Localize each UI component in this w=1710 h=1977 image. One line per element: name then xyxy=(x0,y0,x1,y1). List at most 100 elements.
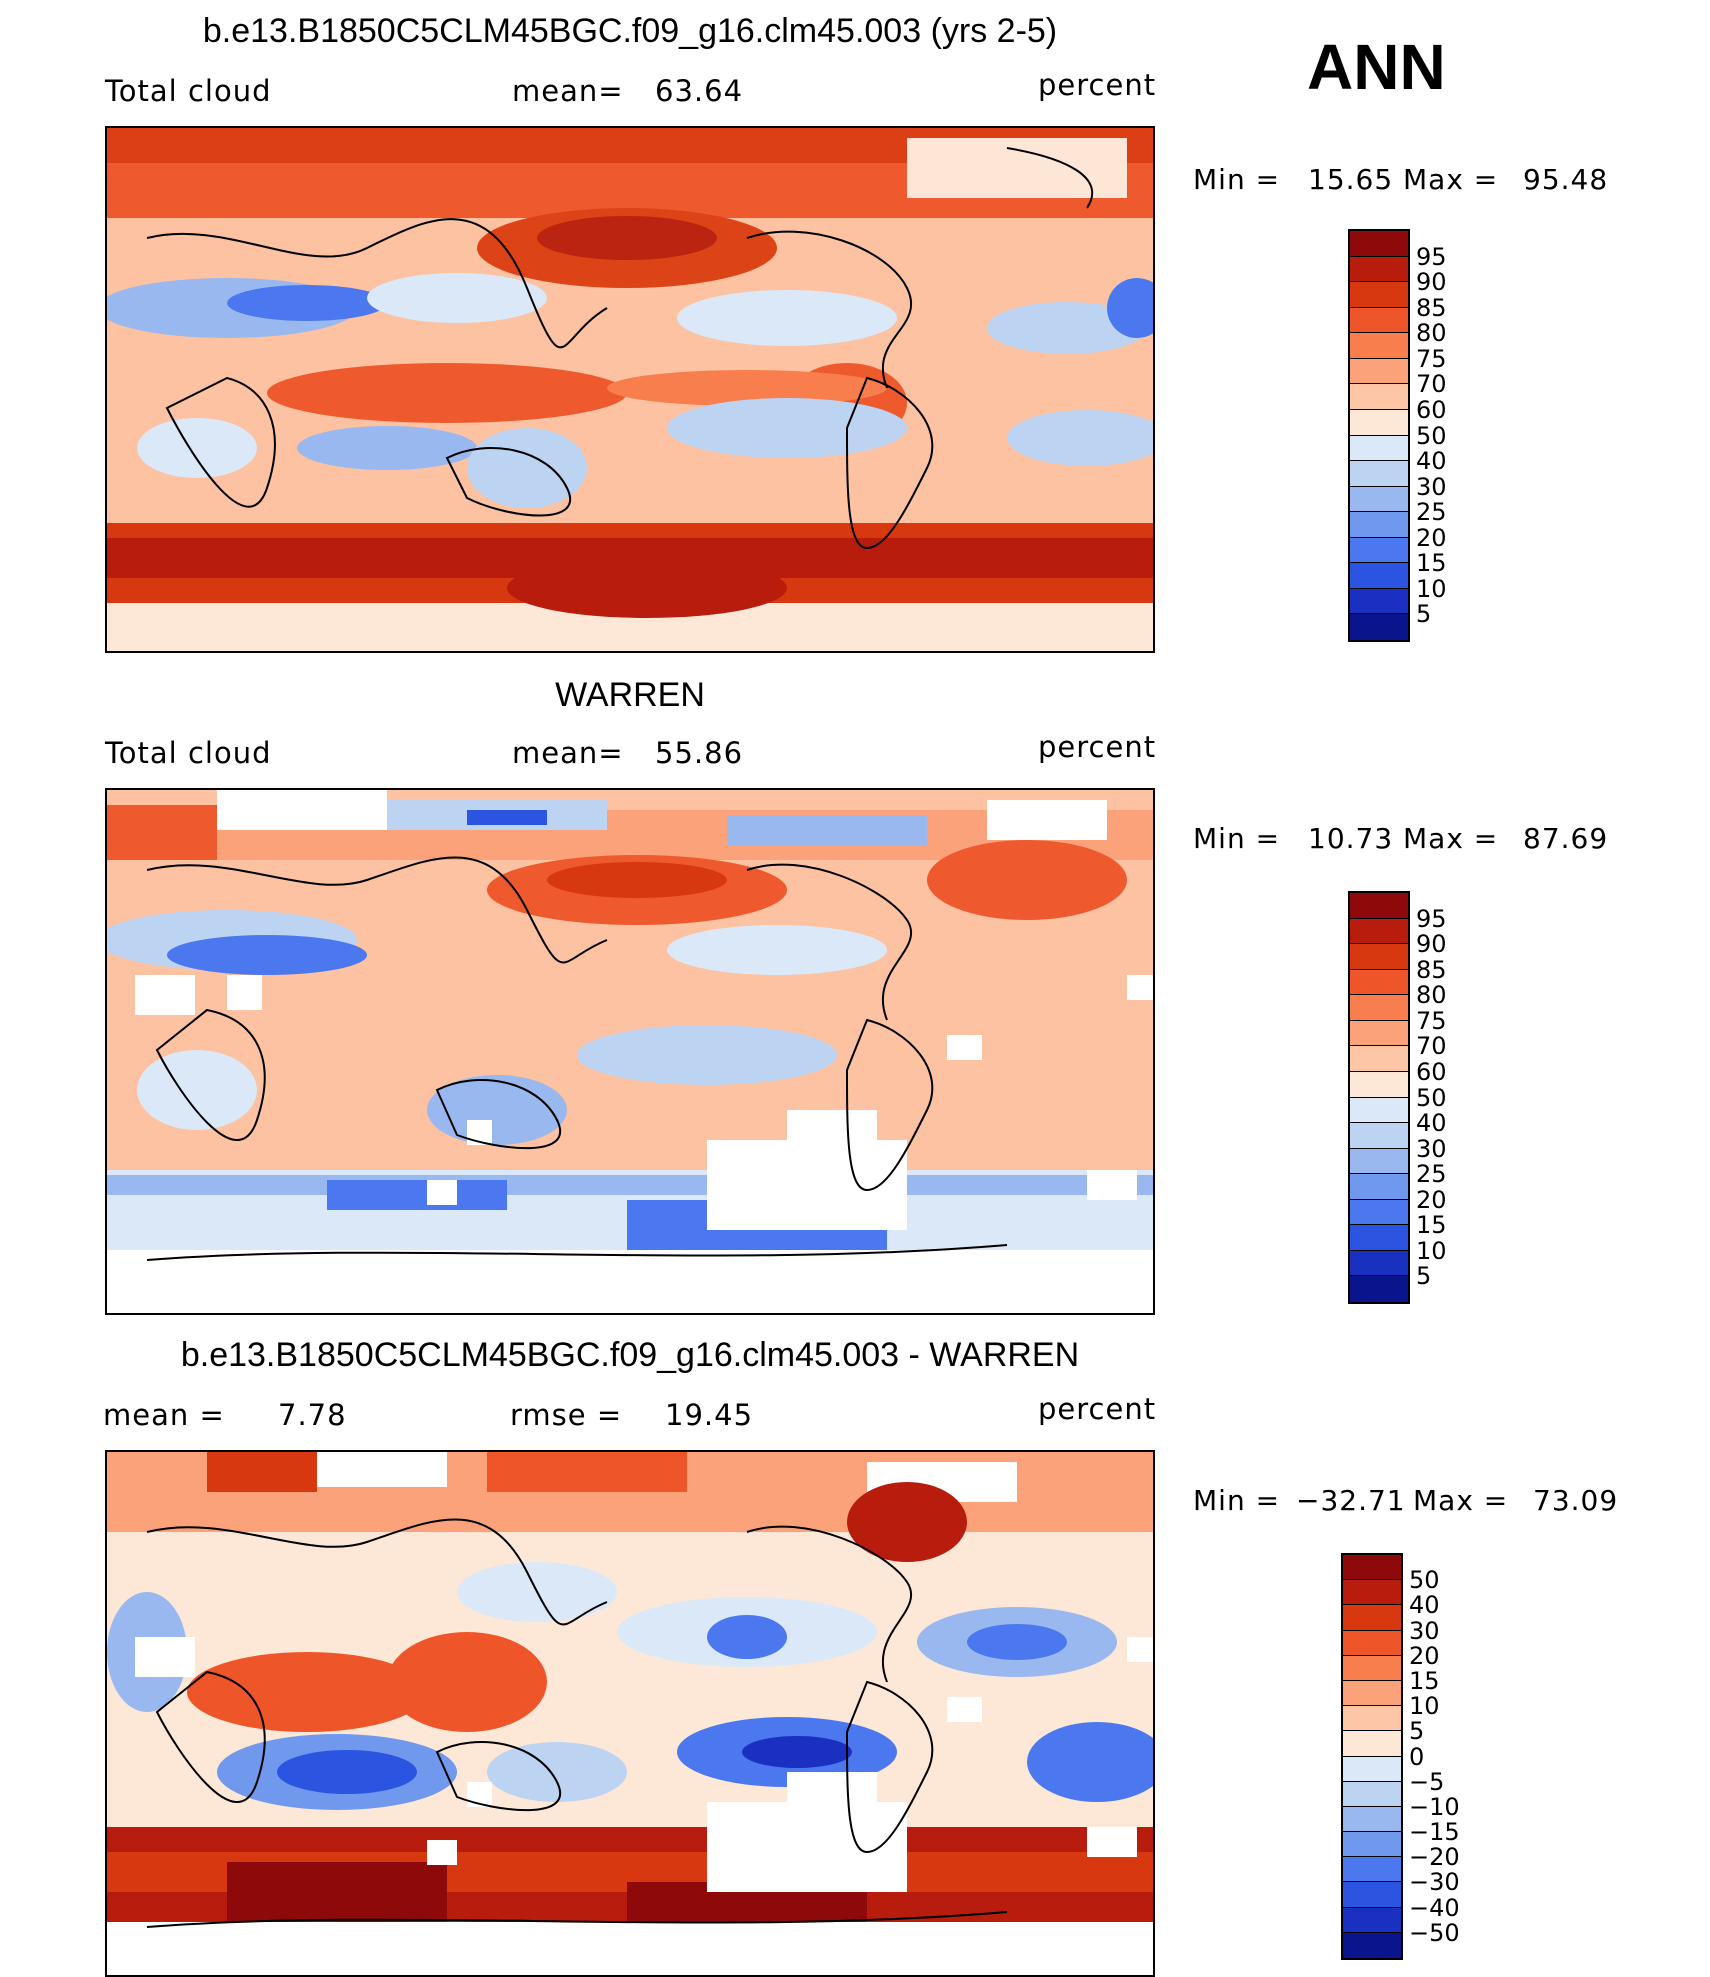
panel-1-colorbar xyxy=(1348,229,1410,642)
colorbar-swatch xyxy=(1343,1907,1401,1933)
colorbar-tick-label: 70 xyxy=(1416,370,1447,399)
colorbar-swatch xyxy=(1343,1605,1401,1631)
colorbar-tick-label: 40 xyxy=(1416,1109,1447,1138)
colorbar-tick-label: 20 xyxy=(1416,523,1447,552)
colorbar-swatch xyxy=(1343,1731,1401,1757)
panel-2-mean-value: 55.86 xyxy=(655,736,744,770)
colorbar-swatch xyxy=(1350,537,1408,564)
panel-1-min-value: 15.65 xyxy=(1308,163,1394,196)
colorbar-swatch xyxy=(1350,358,1408,385)
colorbar-tick-label: 50 xyxy=(1416,421,1447,450)
colorbar-tick-label: 70 xyxy=(1416,1032,1447,1061)
panel-3-title: b.e13.B1850C5CLM45BGC.f09_g16.clm45.003 … xyxy=(180,1336,1080,1374)
panel-1-min-label: Min = xyxy=(1193,163,1281,196)
colorbar-tick-label: 95 xyxy=(1416,242,1447,271)
panel-2-title: WARREN xyxy=(555,676,705,714)
colorbar-tick-label: 10 xyxy=(1416,1236,1447,1265)
colorbar-tick-label: −50 xyxy=(1409,1918,1460,1947)
panel-1-variable-label: Total cloud xyxy=(105,74,272,108)
colorbar-swatch xyxy=(1350,409,1408,436)
colorbar-tick-label: 50 xyxy=(1416,1083,1447,1112)
colorbar-swatch xyxy=(1350,944,1408,970)
colorbar-swatch xyxy=(1350,995,1408,1021)
panel-3-map xyxy=(105,1450,1155,1977)
colorbar-tick-label: 75 xyxy=(1416,344,1447,373)
panel-3-max-value: 73.09 xyxy=(1533,1484,1619,1517)
colorbar-swatch xyxy=(1350,307,1408,334)
colorbar-swatch xyxy=(1350,918,1408,945)
colorbar-tick-label: 25 xyxy=(1416,1160,1447,1189)
panel-1-max-value: 95.48 xyxy=(1523,163,1609,196)
colorbar-swatch xyxy=(1343,1555,1401,1581)
colorbar-tick-label: 80 xyxy=(1416,319,1447,348)
colorbar-swatch xyxy=(1350,1276,1408,1302)
colorbar-swatch xyxy=(1350,1097,1408,1124)
colorbar-tick-label: 10 xyxy=(1409,1692,1440,1721)
colorbar-swatch xyxy=(1343,1932,1401,1958)
colorbar-swatch xyxy=(1350,1123,1408,1149)
colorbar-tick-label: 85 xyxy=(1416,955,1447,984)
colorbar-swatch xyxy=(1343,1832,1401,1858)
colorbar-tick-label: 30 xyxy=(1416,472,1447,501)
colorbar-tick-label: 25 xyxy=(1416,498,1447,527)
colorbar-tick-label: 0 xyxy=(1409,1742,1425,1771)
colorbar-swatch xyxy=(1343,1882,1401,1908)
colorbar-swatch xyxy=(1350,893,1408,919)
colorbar-tick-label: 90 xyxy=(1416,930,1447,959)
colorbar-swatch xyxy=(1343,1630,1401,1656)
colorbar-swatch xyxy=(1350,1174,1408,1200)
colorbar-swatch xyxy=(1343,1781,1401,1807)
colorbar-tick-label: 5 xyxy=(1409,1717,1425,1746)
colorbar-swatch xyxy=(1350,384,1408,410)
colorbar-swatch xyxy=(1350,512,1408,538)
colorbar-tick-label: 10 xyxy=(1416,574,1447,603)
colorbar-tick-label: −40 xyxy=(1409,1893,1460,1922)
colorbar-tick-label: 80 xyxy=(1416,981,1447,1010)
colorbar-swatch xyxy=(1343,1580,1401,1606)
colorbar-swatch xyxy=(1343,1756,1401,1782)
panel-2-map xyxy=(105,788,1155,1315)
colorbar-swatch xyxy=(1350,614,1408,640)
colorbar-tick-label: 60 xyxy=(1416,395,1447,424)
panel-2-max-label: Max = xyxy=(1403,822,1499,855)
colorbar-swatch xyxy=(1350,435,1408,462)
panel-3-rmse-label: rmse = xyxy=(510,1398,623,1432)
colorbar-swatch xyxy=(1343,1806,1401,1833)
colorbar-tick-label: 30 xyxy=(1416,1134,1447,1163)
panel-1-units: percent xyxy=(1038,68,1157,102)
panel-1-title: b.e13.B1850C5CLM45BGC.f09_g16.clm45.003 … xyxy=(202,12,1058,50)
colorbar-tick-label: 30 xyxy=(1409,1616,1440,1645)
colorbar-tick-label: 15 xyxy=(1409,1666,1440,1695)
panel-3-mean-value: 7.78 xyxy=(278,1398,347,1432)
colorbar-swatch xyxy=(1350,333,1408,359)
season-label: ANN xyxy=(1307,31,1446,103)
colorbar-swatch xyxy=(1350,588,1408,615)
colorbar-tick-label: −10 xyxy=(1409,1792,1460,1821)
panel-1-max-label: Max = xyxy=(1403,163,1499,196)
panel-2-min-label: Min = xyxy=(1193,822,1281,855)
colorbar-tick-label: 75 xyxy=(1416,1006,1447,1035)
panel-3-map-field xyxy=(107,1452,1153,1975)
colorbar-swatch xyxy=(1343,1655,1401,1681)
panel-2-units: percent xyxy=(1038,730,1157,764)
colorbar-tick-label: 90 xyxy=(1416,268,1447,297)
panel-1-map-field xyxy=(107,128,1153,651)
panel-3-colorbar xyxy=(1341,1553,1403,1960)
colorbar-swatch xyxy=(1350,1199,1408,1226)
panel-2-variable-label: Total cloud xyxy=(105,736,272,770)
colorbar-tick-label: −5 xyxy=(1409,1767,1445,1796)
colorbar-tick-label: 5 xyxy=(1416,1262,1432,1291)
colorbar-swatch xyxy=(1350,1148,1408,1175)
panel-2-max-value: 87.69 xyxy=(1523,822,1609,855)
colorbar-swatch xyxy=(1350,461,1408,487)
colorbar-tick-label: 5 xyxy=(1416,600,1432,629)
colorbar-swatch xyxy=(1350,231,1408,257)
panel-2-mean-label: mean= xyxy=(512,736,624,770)
colorbar-tick-label: 50 xyxy=(1409,1566,1440,1595)
panel-1-map xyxy=(105,126,1155,653)
panel-1-mean-value: 63.64 xyxy=(655,74,744,108)
colorbar-swatch xyxy=(1350,969,1408,996)
colorbar-swatch xyxy=(1350,1250,1408,1277)
colorbar-tick-label: −20 xyxy=(1409,1843,1460,1872)
colorbar-tick-label: −30 xyxy=(1409,1868,1460,1897)
